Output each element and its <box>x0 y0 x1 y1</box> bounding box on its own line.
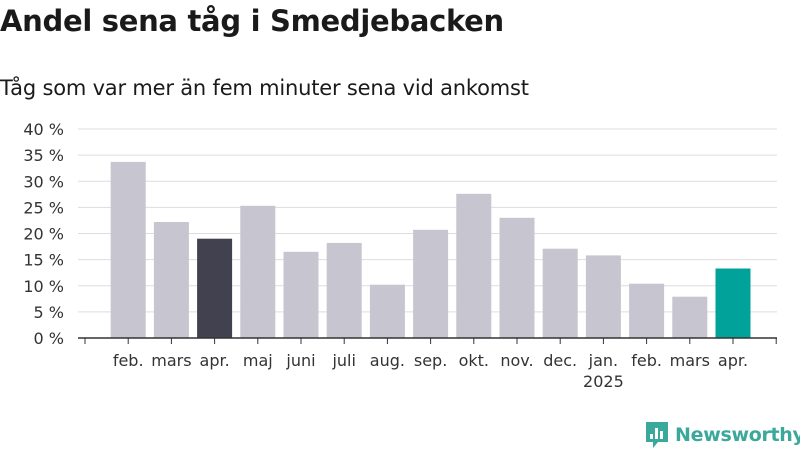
bar <box>153 222 189 338</box>
y-tick-label: 30 % <box>23 172 64 191</box>
x-year-label: 2025 <box>583 372 624 391</box>
y-tick-label: 0 % <box>34 329 64 348</box>
bar <box>326 242 362 338</box>
newsworthy-logo: Newsworthy <box>644 420 800 450</box>
x-tick-label: apr. <box>718 351 748 370</box>
bar <box>629 283 665 338</box>
chart-title: Andel sena tåg i Smedjebacken <box>0 4 504 38</box>
x-tick-label: dec. <box>543 351 577 370</box>
x-tick-label: okt. <box>459 351 489 370</box>
bar <box>240 205 276 338</box>
bar <box>413 229 449 338</box>
bar <box>499 217 535 338</box>
x-tick-label: sep. <box>414 351 447 370</box>
x-tick-label: jan. <box>588 351 618 370</box>
x-tick-label: mars <box>670 351 710 370</box>
chart-subtitle: Tåg som var mer än fem minuter sena vid … <box>0 76 529 100</box>
bar <box>197 238 233 338</box>
bar <box>585 255 621 338</box>
x-tick-label: nov. <box>500 351 533 370</box>
bar <box>715 268 751 338</box>
y-tick-label: 40 % <box>23 120 64 139</box>
x-tick-label: juni <box>285 351 315 370</box>
x-tick-label: aug. <box>370 351 405 370</box>
y-tick-label: 5 % <box>34 303 64 322</box>
bar <box>672 296 708 338</box>
y-tick-label: 10 % <box>23 277 64 296</box>
y-tick-label: 25 % <box>23 198 64 217</box>
newsworthy-logo-icon <box>646 422 668 448</box>
x-tick-label: feb. <box>113 351 144 370</box>
y-tick-label: 15 % <box>23 251 64 270</box>
x-tick-label: maj <box>243 351 273 370</box>
y-axis-tick-labels: 0 % 5 % 10 % 15 % 20 % 25 % 30 % 35 % 40 % <box>23 120 64 348</box>
x-tick-label: mars <box>151 351 191 370</box>
bar <box>369 284 405 338</box>
bar <box>542 248 578 338</box>
bar <box>283 251 319 338</box>
y-tick-label: 35 % <box>23 146 64 165</box>
bar <box>456 193 492 338</box>
y-tick-label: 20 % <box>23 225 64 244</box>
bar <box>110 161 146 338</box>
x-tick-label: feb. <box>631 351 662 370</box>
bars <box>110 161 751 338</box>
x-axis-tick-labels: feb. mars apr. maj juni juli aug. sep. okt. nov. d… <box>113 351 748 391</box>
x-tick-label: apr. <box>200 351 230 370</box>
x-tick-label: juli <box>331 351 355 370</box>
x-axis <box>78 337 777 344</box>
brand-name: Newsworthy <box>675 424 800 446</box>
